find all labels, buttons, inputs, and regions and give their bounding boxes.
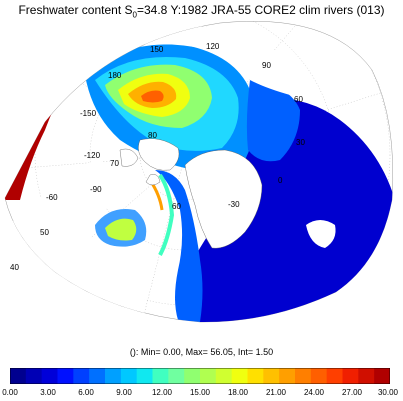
colorbar-swatch [25, 368, 43, 384]
svg-text:90: 90 [262, 61, 271, 70]
colorbar-tick-label: 6.00 [78, 388, 94, 397]
svg-text:120: 120 [206, 42, 220, 51]
greenland [184, 149, 263, 249]
colorbar-swatch [231, 368, 248, 384]
archipelago [119, 138, 180, 186]
colorbar [10, 368, 390, 384]
svg-text:0: 0 [278, 176, 283, 185]
colorbar-tick-label: 18.00 [227, 388, 249, 397]
colorbar-swatch [89, 368, 106, 384]
colorbar-swatch [295, 368, 312, 384]
svg-text:60: 60 [172, 202, 181, 211]
colorbar-swatch [120, 368, 138, 384]
svg-text:70: 70 [110, 159, 119, 168]
svg-text:-120: -120 [84, 151, 101, 160]
colorbar-tick-label: 9.00 [116, 388, 132, 397]
map-title: Freshwater content S0=34.8 Y:1982 JRA-55… [18, 3, 385, 20]
colorbar-swatch [374, 368, 390, 384]
svg-text:50: 50 [40, 228, 49, 237]
svg-text:60: 60 [294, 95, 303, 104]
colorbar-swatch [57, 368, 74, 384]
colorbar-tick-label: 15.00 [189, 388, 211, 397]
atlantic-sector [175, 97, 393, 323]
colorbar-swatch [342, 368, 359, 384]
svg-text:30: 30 [296, 138, 305, 147]
colorbar-swatch [41, 368, 58, 384]
colorbar-swatch [358, 368, 375, 384]
colorbar-swatch [184, 368, 201, 384]
colorbar-tick-label: 12.00 [151, 388, 173, 397]
svg-text:180: 180 [108, 71, 122, 80]
colorbar-tick-label: 27.00 [341, 388, 363, 397]
longitude-labels: 150 120 90 180 60 -150 30 -120 0 -90 -30… [46, 42, 305, 209]
colorbar-swatch [152, 368, 169, 384]
baffin-channel [155, 170, 203, 322]
colorbar-swatch [200, 368, 217, 384]
svg-text:80: 80 [148, 131, 157, 140]
barents-shelf [246, 80, 300, 162]
colorbar-swatch [279, 368, 296, 384]
colorbar-swatch [136, 368, 153, 384]
colorbar-swatch [10, 368, 27, 384]
colorbar-swatch [105, 368, 122, 384]
colorbar-swatch [263, 368, 280, 384]
colorbar-tick-label: 24.00 [303, 388, 325, 397]
svg-text:40: 40 [10, 263, 19, 272]
colorbar-tick-label: 3.00 [40, 388, 56, 397]
svg-text:-30: -30 [228, 200, 240, 209]
colorbar-swatch [326, 368, 343, 384]
svg-text:150: 150 [150, 45, 164, 54]
latitude-labels: 80 70 60 50 40 [10, 131, 181, 272]
colorbar-swatch [310, 368, 328, 384]
colorbar-tick-label: 0.00 [2, 388, 18, 397]
svg-text:-90: -90 [90, 185, 102, 194]
svg-text:-60: -60 [46, 193, 58, 202]
colorbar-swatch [73, 368, 90, 384]
colorbar-swatch [215, 368, 233, 384]
arctic-map: 150 120 90 180 60 -150 30 -120 0 -90 -30… [4, 21, 394, 323]
colorbar-swatch [247, 368, 264, 384]
svg-text:-150: -150 [80, 109, 97, 118]
colorbar-tick-label: 30.00 [377, 388, 399, 397]
colorbar-tick-label: 21.00 [265, 388, 287, 397]
stats-line: (): Min= 0.00, Max= 56.05, Int= 1.50 [129, 347, 274, 357]
colorbar-swatch [168, 368, 185, 384]
